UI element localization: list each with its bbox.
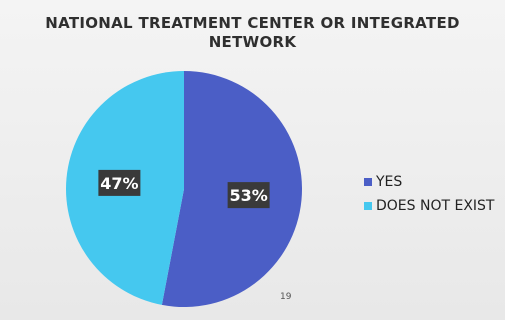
data-label-box xyxy=(98,169,141,196)
legend: YES DOES NOT EXIST xyxy=(364,170,494,218)
pie-data-labels: 53% 47% xyxy=(98,169,270,209)
data-label-yes: 53% xyxy=(227,182,270,209)
legend-item-does-not-exist: DOES NOT EXIST xyxy=(364,194,494,218)
legend-label-yes: YES xyxy=(376,174,403,190)
data-label-does-not-exist: 47% xyxy=(98,169,141,196)
data-label-box xyxy=(227,182,270,209)
chart-title-line-2: NETWORK xyxy=(208,33,297,51)
data-label-text: 53% xyxy=(229,186,267,205)
legend-swatch-yes xyxy=(364,178,372,186)
page-number: 19 xyxy=(280,292,292,302)
legend-label-does-not-exist: DOES NOT EXIST xyxy=(376,198,495,214)
chart-title: NATIONAL TREATMENT CENTER OR INTEGRATED … xyxy=(0,14,505,52)
legend-item-yes: YES xyxy=(364,170,494,194)
chart-title-line-1: NATIONAL TREATMENT CENTER OR INTEGRATED xyxy=(45,14,460,32)
legend-swatch-does-not-exist xyxy=(364,202,372,210)
data-label-text: 47% xyxy=(100,174,138,193)
